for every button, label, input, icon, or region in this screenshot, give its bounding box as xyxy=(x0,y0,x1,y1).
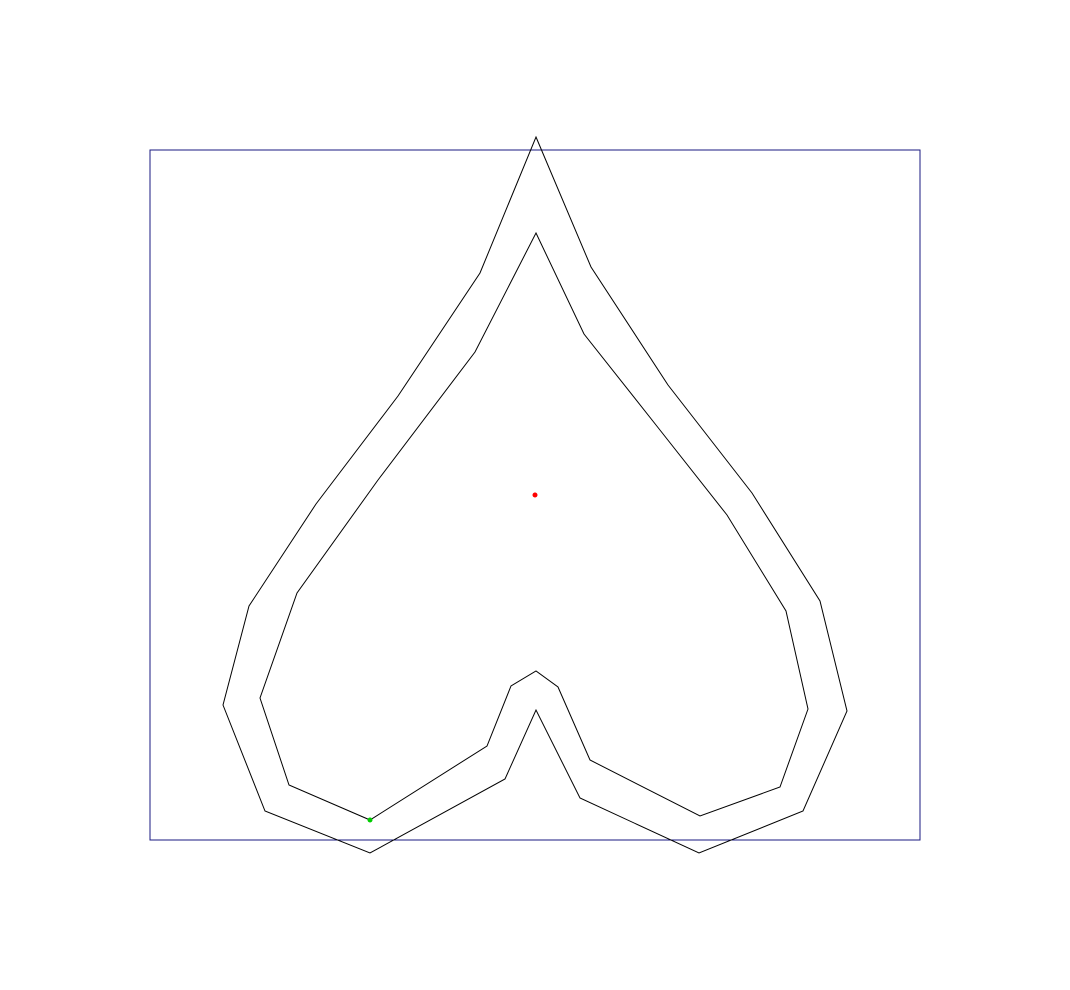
start-point xyxy=(367,817,373,823)
inner-spade-outline xyxy=(259,231,809,821)
center-point xyxy=(532,492,538,498)
outer-spade-outline xyxy=(222,135,848,854)
bounding-rectangle xyxy=(149,149,921,841)
